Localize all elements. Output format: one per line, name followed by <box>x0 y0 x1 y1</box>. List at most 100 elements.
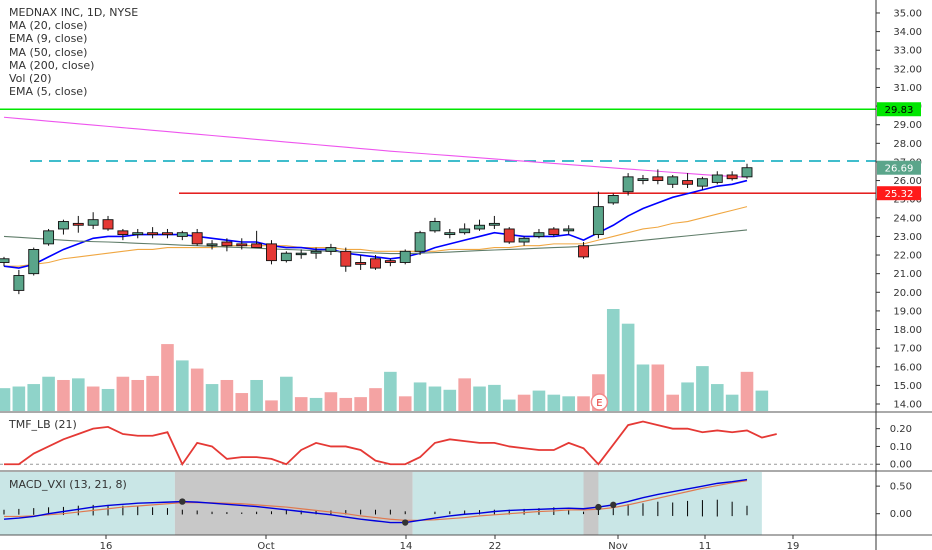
earnings-marker-label: E <box>596 398 602 409</box>
candle-body <box>711 174 723 183</box>
volume-bar <box>681 382 694 411</box>
candle-body <box>117 230 129 236</box>
candle-body <box>162 232 173 236</box>
legend-item-vol[interactable]: Vol (20) <box>9 72 52 86</box>
candle-body <box>444 232 456 236</box>
legend-item-ma50[interactable]: MA (50, close) <box>9 45 88 59</box>
volume-bar <box>384 371 397 411</box>
tmf-tick-label: 0.00 <box>890 460 912 471</box>
pane-dividers[interactable] <box>0 411 932 536</box>
volume-bar <box>57 379 70 411</box>
volume-bar <box>562 396 575 411</box>
volume-bar <box>428 386 442 411</box>
candle-body <box>266 243 277 262</box>
candle-body <box>607 195 619 204</box>
macd-tick-label: 0.50 <box>890 482 912 493</box>
candle-body <box>637 178 649 182</box>
volume-bar <box>176 360 189 411</box>
volume-bar <box>651 364 665 411</box>
legend-item-ema9[interactable]: EMA (9, close) <box>9 32 88 46</box>
candle-body <box>57 221 69 230</box>
horizontal-levels[interactable] <box>0 108 876 194</box>
price-tick-label: 28.00 <box>893 139 922 150</box>
volume-bar <box>42 376 55 411</box>
tmf-pane: 0.20 0.10 0.00 <box>0 420 912 471</box>
candle-body <box>236 243 248 247</box>
price-tick-label: 17.00 <box>893 344 922 355</box>
macd-label[interactable]: MACD_VXI (13, 21, 8) <box>9 478 127 491</box>
price-badge-label: 29.83 <box>885 105 914 116</box>
legend-item-ma20[interactable]: MA (20, close) <box>9 19 88 33</box>
volume-bar <box>369 388 382 411</box>
price-tick-label: 34.00 <box>893 27 922 38</box>
candle-body <box>355 262 367 265</box>
price-tick-label: 15.00 <box>893 381 922 392</box>
candle-body <box>667 176 679 185</box>
candle-body <box>696 178 708 187</box>
candle-body <box>251 243 263 249</box>
time-tick-label: 16 <box>100 541 113 550</box>
price-tick-label: 22.00 <box>893 251 922 262</box>
volume-bar <box>606 309 620 411</box>
price-tick-label: 32.00 <box>893 64 922 75</box>
volume-bar <box>280 376 293 411</box>
legend-item-ma200[interactable]: MA (200, close) <box>9 58 95 72</box>
legend-item-ema5[interactable]: EMA (5, close) <box>9 85 88 99</box>
candle-body <box>147 232 159 236</box>
candle-body <box>459 228 471 234</box>
earnings-marker[interactable]: E <box>590 393 609 411</box>
volume-bar <box>354 397 367 411</box>
volume-bar <box>666 394 679 411</box>
candle-body <box>13 275 25 291</box>
volume-bar <box>339 397 353 411</box>
volume-bar <box>220 379 234 411</box>
candle-body <box>102 219 114 230</box>
earnings-marker-circle <box>590 393 609 411</box>
candle-body <box>310 250 322 254</box>
price-badge <box>877 186 921 201</box>
candle-body <box>414 232 426 252</box>
volume-bar <box>413 382 427 411</box>
volume-bar <box>72 378 85 411</box>
time-tick-label: Nov <box>608 541 628 550</box>
macd-cross-point <box>179 498 186 505</box>
macd-cross-point <box>402 519 409 526</box>
macd-tick-label: 0.00 <box>890 509 912 520</box>
price-tick-label: 19.00 <box>893 306 922 317</box>
candle-body <box>533 232 545 237</box>
candle-body <box>325 247 337 252</box>
candle-body <box>652 176 664 182</box>
candle-body <box>176 232 188 237</box>
tmf-label[interactable]: TMF_LB (21) <box>9 418 77 431</box>
price-badge <box>877 160 921 175</box>
volume-bar <box>636 364 650 411</box>
candle-body <box>72 222 84 226</box>
time-axis[interactable]: 16 Oct 14 22 Nov 11 19 <box>100 535 800 550</box>
price-axis[interactable]: 35.0034.0033.0032.0031.0030.0029.0028.00… <box>875 0 922 550</box>
candle-body <box>0 258 10 263</box>
tmf-line <box>4 420 777 467</box>
time-tick-label: 14 <box>400 541 413 550</box>
candle-body <box>399 250 411 263</box>
volume-bar <box>517 394 531 411</box>
volume-bar <box>324 392 338 411</box>
ma-line <box>3 229 748 255</box>
volume-bar <box>235 393 249 411</box>
volume-bar <box>101 388 115 411</box>
chart-title[interactable]: MEDNAX INC, 1D, NYSE <box>9 6 139 19</box>
candle-body <box>280 252 292 262</box>
price-badge <box>877 102 921 117</box>
candle-body <box>221 241 233 247</box>
macd-pane: 0.50 0.00 <box>3 478 912 526</box>
candle-body <box>592 206 604 236</box>
volume-bar <box>116 376 130 411</box>
tmf-tick-label: 0.10 <box>890 442 912 453</box>
candle-body <box>384 260 396 263</box>
volume-bar <box>205 384 219 411</box>
volume-bar <box>577 396 590 411</box>
candle-body <box>578 245 589 258</box>
volume-bar <box>398 396 412 411</box>
price-tick-label: 21.00 <box>893 269 922 280</box>
candle-body <box>340 250 352 267</box>
